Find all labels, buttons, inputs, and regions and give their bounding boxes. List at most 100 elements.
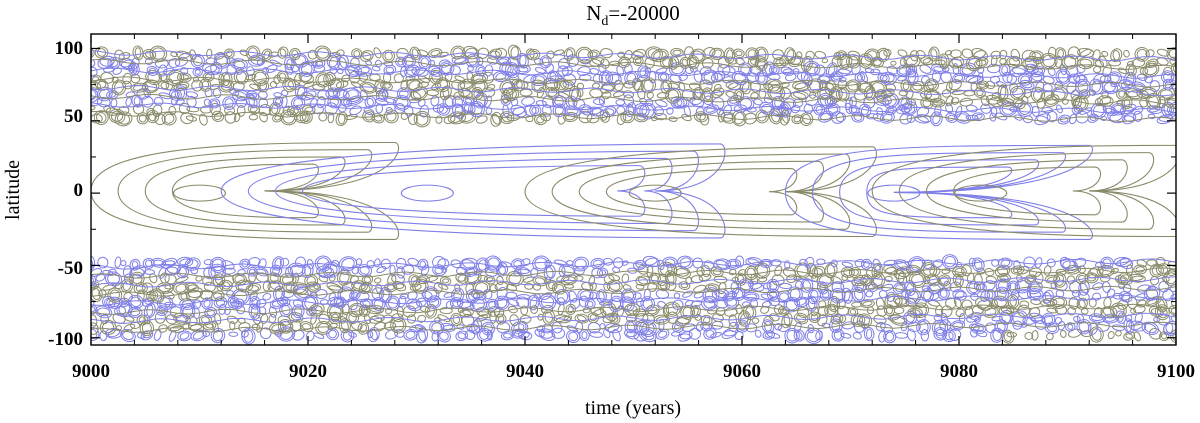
- contour-cell: [830, 259, 838, 268]
- contour-cell: [598, 70, 614, 86]
- contour-cell: [45, 65, 55, 77]
- contour-cell: [827, 296, 840, 312]
- contour-cell: [424, 303, 438, 319]
- contour-cell: [507, 63, 518, 77]
- contour-cell: [417, 75, 431, 83]
- contour-cell: [1111, 324, 1125, 331]
- contour-cell: [213, 53, 231, 69]
- contour-cell: [949, 320, 966, 331]
- contour-cell: [125, 91, 136, 98]
- contour-cell: [224, 111, 237, 124]
- contour-cell: [824, 95, 837, 108]
- contour-cell: [851, 301, 863, 308]
- contour-cell: [693, 111, 709, 123]
- contour-cell: [974, 57, 989, 69]
- contour-cell: [674, 323, 682, 331]
- contour-cell: [54, 82, 64, 87]
- contour-cell: [1067, 46, 1081, 60]
- contour-cell: [561, 66, 573, 77]
- contour-cell: [698, 79, 713, 93]
- contour-cell: [1192, 332, 1200, 340]
- contour-cell: [779, 55, 790, 67]
- contour-cell: [952, 63, 960, 76]
- contour-cell: [648, 70, 657, 84]
- contour-cell: [568, 331, 579, 342]
- contour-cell: [860, 274, 873, 287]
- contour-cell: [63, 61, 70, 67]
- contour-cell: [920, 329, 930, 342]
- contour-cell: [796, 51, 803, 59]
- contour-cell: [262, 292, 272, 301]
- contour-cell: [768, 280, 778, 291]
- contour-cell: [178, 291, 190, 302]
- contour-cell: [347, 297, 359, 311]
- contour-cell: [756, 264, 769, 277]
- contour-cell: [66, 83, 73, 90]
- contour-cell: [99, 57, 113, 67]
- contour-cell: [1110, 302, 1127, 319]
- contour-cell: [672, 49, 682, 56]
- contour-cell: [351, 48, 363, 60]
- contour-cell: [942, 329, 956, 343]
- contour-cell: [211, 258, 224, 272]
- contour-cell: [622, 90, 635, 99]
- contour-cell: [655, 99, 668, 108]
- contour-cell: [710, 266, 724, 278]
- contour-cell: [880, 323, 894, 333]
- contour-cell: [896, 103, 913, 115]
- contour-cell: [1158, 116, 1172, 122]
- contour-cell: [75, 292, 88, 300]
- contour-cell: [114, 111, 133, 127]
- contour-cell: [701, 69, 719, 85]
- contour-cell: [277, 326, 296, 342]
- contour-cell: [506, 270, 524, 287]
- contour-cell: [373, 258, 381, 268]
- contour-cell: [292, 284, 307, 294]
- contour-cell: [647, 282, 658, 292]
- contour-cell: [419, 104, 430, 118]
- contour-cell: [68, 283, 75, 292]
- contour-cell: [138, 114, 147, 123]
- contour-cell: [761, 61, 775, 78]
- contour-cell: [806, 262, 819, 279]
- contour-cell: [486, 277, 494, 283]
- contour-cell: [796, 314, 807, 323]
- contour-cell: [818, 300, 827, 309]
- contour-cell: [984, 267, 995, 277]
- contour-cell: [436, 51, 449, 58]
- contour-cell: [1054, 316, 1063, 325]
- contour-cell: [1011, 67, 1026, 75]
- contour-cell: [1145, 58, 1159, 69]
- contour-cell: [956, 113, 970, 122]
- contour-cell: [622, 284, 632, 291]
- contour-cell: [243, 329, 254, 343]
- contour-cell: [1125, 63, 1137, 77]
- contour-cell: [1033, 88, 1043, 101]
- contour-cell: [1040, 298, 1058, 307]
- contour-cell: [1191, 280, 1200, 292]
- contour-cell: [640, 296, 655, 312]
- contour-cell: [1170, 293, 1176, 300]
- contour-cell: [699, 113, 710, 126]
- contour-cell: [1016, 280, 1030, 292]
- contour-cell: [598, 291, 605, 302]
- contour-cell: [73, 59, 82, 66]
- contour-cell: [308, 303, 325, 317]
- contour-cell: [694, 313, 702, 321]
- contour-cell: [727, 260, 739, 268]
- contour-cell: [253, 71, 267, 85]
- contour-cell: [872, 258, 882, 271]
- contour-cell: [602, 312, 618, 324]
- contour-cell: [268, 313, 277, 324]
- chart-title-main: N: [586, 1, 601, 25]
- contour-cell: [355, 258, 363, 266]
- contour-cell: [91, 66, 98, 77]
- contour-cell: [394, 283, 405, 290]
- contour-cell: [281, 89, 289, 97]
- contour-cell: [516, 66, 529, 73]
- contour-cell: [144, 57, 153, 66]
- contour-cell: [471, 318, 483, 335]
- contour-cell: [359, 324, 368, 333]
- contour-cell: [454, 104, 463, 118]
- contour-cell: [1042, 83, 1053, 93]
